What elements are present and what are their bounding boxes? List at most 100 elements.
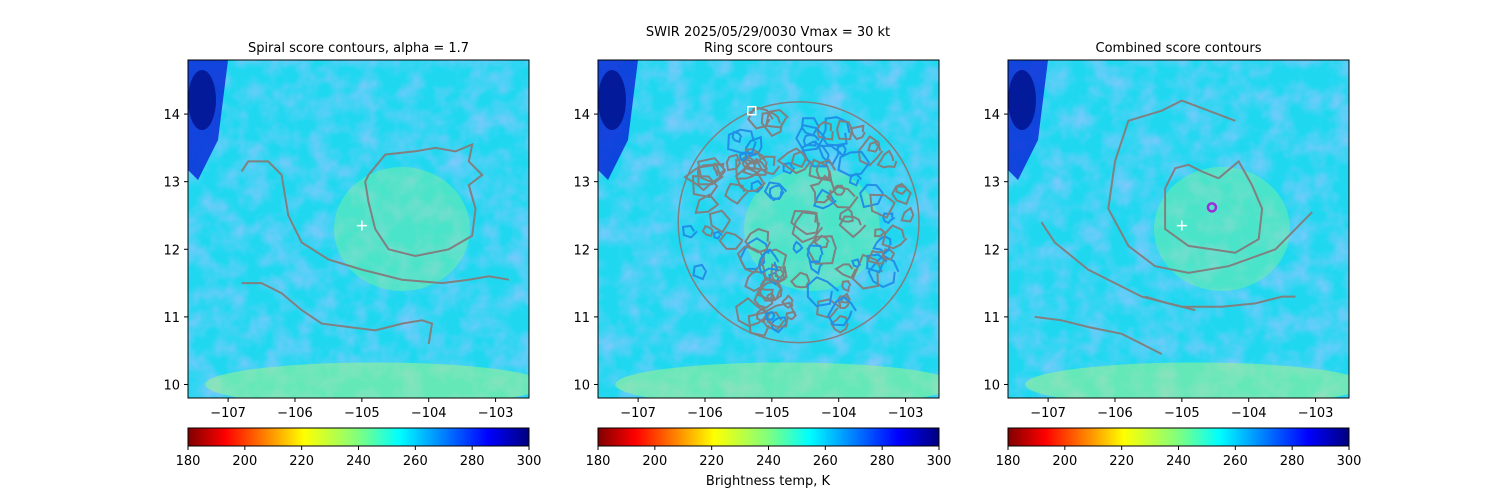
ring-contour bbox=[874, 228, 886, 238]
ring-contour bbox=[718, 231, 744, 250]
colorbar-tick-label: 200 bbox=[232, 454, 257, 469]
y-tick-label: 13 bbox=[163, 176, 180, 191]
ring-contour bbox=[829, 314, 849, 334]
ring-contour bbox=[708, 209, 731, 234]
y-tick-label: 11 bbox=[983, 311, 1000, 326]
y-tick-label: 10 bbox=[163, 378, 180, 393]
ring-contour bbox=[900, 206, 915, 223]
ring-contour bbox=[765, 310, 776, 321]
colorbar-tick-label: 180 bbox=[176, 454, 201, 469]
x-tick-label: −103 bbox=[888, 406, 924, 421]
ring-contour bbox=[881, 224, 908, 250]
ring-contour bbox=[809, 174, 836, 204]
colorbar-tick-label: 200 bbox=[1052, 454, 1077, 469]
colorbar-label: Brightness temp, K bbox=[706, 474, 831, 489]
ring-contour bbox=[727, 128, 757, 155]
ring-contour bbox=[869, 193, 896, 219]
ring-contour bbox=[785, 311, 797, 321]
panel-title: Ring score contours bbox=[704, 41, 833, 56]
ring-contour bbox=[848, 172, 862, 187]
panel-2: Ring score contours −107 −106 −105 −104 −103 1… bbox=[573, 41, 951, 469]
y-tick-label: 11 bbox=[163, 311, 180, 326]
ring-contour bbox=[872, 235, 892, 255]
ring-contour bbox=[866, 253, 888, 274]
colorbar-tick-label: 240 bbox=[756, 454, 781, 469]
y-tick-label: 10 bbox=[983, 378, 1000, 393]
score-contour-1 bbox=[364, 142, 484, 258]
x-tick-label: −106 bbox=[1097, 406, 1133, 421]
ring-contour bbox=[882, 212, 896, 225]
colorbar-tick-label: 280 bbox=[870, 454, 895, 469]
image-cloud-texture bbox=[1008, 60, 1349, 398]
cold-core-nw bbox=[1008, 70, 1036, 130]
y-tick-label: 13 bbox=[983, 176, 1000, 191]
colorbar-tick-label: 240 bbox=[1166, 454, 1191, 469]
colorbar-tick-label: 220 bbox=[699, 454, 724, 469]
x-tick-label: −105 bbox=[344, 406, 380, 421]
colorbar-tick-label: 220 bbox=[1109, 454, 1134, 469]
score-contour-1 bbox=[1164, 159, 1264, 254]
ring-contour bbox=[838, 207, 854, 223]
suptitle: SWIR 2025/05/29/0030 Vmax = 30 kt bbox=[646, 25, 890, 40]
plot-area bbox=[188, 60, 529, 398]
ring-contour bbox=[774, 268, 785, 280]
colorbar bbox=[1007, 427, 1350, 447]
best-center-marker bbox=[1206, 202, 1218, 213]
ring-contour bbox=[735, 297, 771, 328]
ring-contour bbox=[735, 158, 762, 180]
x-tick-label: −107 bbox=[1030, 406, 1066, 421]
warm-core bbox=[333, 167, 470, 291]
ring-contour bbox=[806, 276, 840, 308]
ring-contour bbox=[857, 135, 884, 167]
ring-contour-boundary bbox=[677, 101, 920, 344]
y-tick-label: 11 bbox=[573, 311, 590, 326]
ring-contour bbox=[791, 211, 824, 244]
colorbar-tick-label: 300 bbox=[517, 454, 542, 469]
x-tick-label: −106 bbox=[687, 406, 723, 421]
ring-contour bbox=[768, 184, 784, 202]
ring-contour bbox=[835, 119, 853, 141]
ring-contour bbox=[694, 193, 720, 214]
ring-contour bbox=[806, 235, 838, 265]
ring-contour bbox=[790, 150, 808, 169]
ring-contour bbox=[895, 182, 908, 196]
ring-contour bbox=[821, 116, 851, 147]
colorbar-tick-label: 240 bbox=[346, 454, 371, 469]
panel-3: Combined score contours −107 −106 −105 −104 −… bbox=[983, 41, 1361, 469]
ring-contour bbox=[859, 183, 884, 209]
warm-band-south bbox=[615, 362, 939, 398]
ring-contour bbox=[724, 182, 749, 205]
ring-contour bbox=[827, 296, 857, 327]
x-tick-label: −104 bbox=[1231, 406, 1267, 421]
score-contour-2 bbox=[240, 160, 510, 285]
ring-contour bbox=[770, 263, 786, 284]
ring-contour bbox=[734, 166, 766, 193]
ring-contour bbox=[851, 258, 862, 268]
ring-contour bbox=[712, 162, 726, 175]
ring-contour bbox=[851, 253, 883, 290]
score-contour-5 bbox=[1144, 295, 1196, 312]
y-tick-label: 13 bbox=[573, 176, 590, 191]
ring-contour bbox=[802, 133, 820, 147]
y-tick-label: 12 bbox=[573, 243, 590, 258]
ring-contour bbox=[759, 276, 783, 302]
ring-contour bbox=[866, 250, 885, 265]
x-tick-label: −103 bbox=[1298, 406, 1334, 421]
x-tick-label: −105 bbox=[754, 406, 790, 421]
ring-contour bbox=[681, 224, 698, 239]
colorbar-tick-label: 180 bbox=[996, 454, 1021, 469]
x-tick-label: −107 bbox=[620, 406, 656, 421]
score-contour-4 bbox=[1034, 315, 1163, 355]
first-guess-marker bbox=[356, 220, 367, 231]
ring-contour bbox=[757, 248, 780, 275]
ring-contour bbox=[760, 111, 783, 138]
ring-contour bbox=[792, 240, 804, 254]
x-tick-label: −107 bbox=[210, 406, 246, 421]
colorbar-tick-label: 220 bbox=[289, 454, 314, 469]
ring-contour bbox=[755, 305, 769, 324]
panel-title: Spiral score contours, alpha = 1.7 bbox=[248, 41, 469, 56]
plot-area bbox=[1008, 60, 1349, 398]
ring-contour bbox=[750, 179, 765, 193]
ring-contour bbox=[736, 245, 765, 274]
y-tick-label: 14 bbox=[573, 108, 590, 123]
